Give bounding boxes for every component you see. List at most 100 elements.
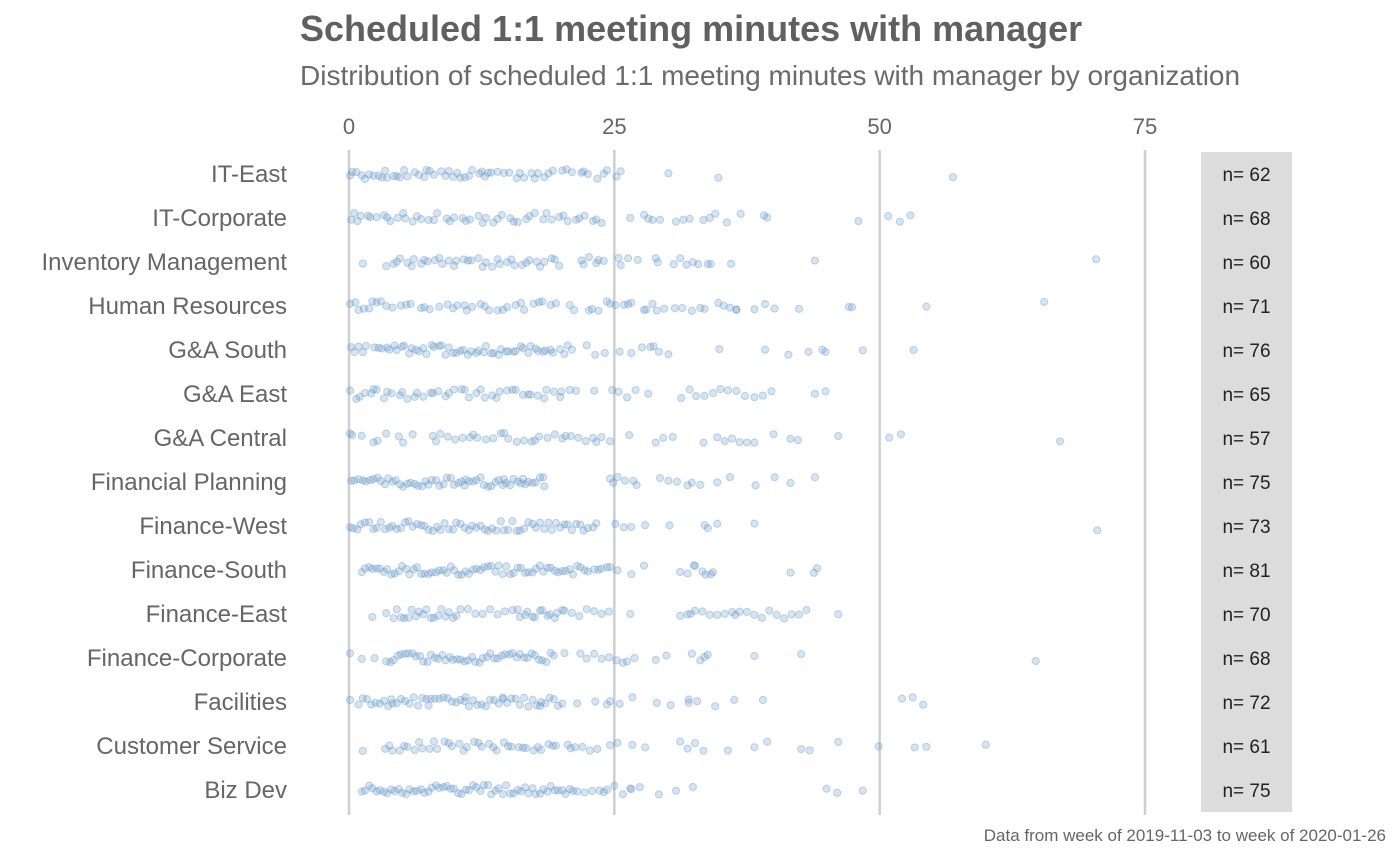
data-point: [489, 348, 498, 358]
data-point: [473, 433, 482, 442]
data-point: [439, 566, 448, 575]
data-point: [376, 476, 385, 486]
data-point: [550, 786, 559, 795]
data-point: [664, 350, 673, 359]
data-point: [686, 609, 695, 618]
data-point: [665, 521, 674, 530]
data-point: [357, 568, 366, 577]
data-point: [804, 347, 813, 356]
data-point: [520, 524, 529, 533]
data-point: [452, 611, 461, 620]
data-point: [579, 526, 588, 535]
data-point: [424, 787, 433, 796]
data-point: [559, 211, 568, 220]
data-point: [750, 393, 759, 402]
data-point: [720, 437, 729, 446]
data-point: [723, 746, 732, 755]
data-point: [1040, 297, 1049, 306]
data-point: [431, 781, 441, 790]
data-point: [532, 701, 541, 710]
data-point: [418, 694, 427, 703]
data-point: [552, 608, 562, 618]
data-point: [579, 167, 588, 176]
data-point: [483, 168, 493, 177]
data-point: [427, 783, 436, 792]
data-point: [699, 215, 708, 225]
category-label: Inventory Management: [42, 249, 288, 276]
data-point: [522, 258, 531, 267]
data-point: [357, 654, 366, 663]
data-point: [442, 214, 451, 223]
data-point: [750, 305, 759, 314]
data-point: [469, 565, 478, 574]
data-point: [784, 350, 793, 359]
data-point: [818, 345, 827, 354]
data-point: [477, 167, 486, 176]
data-point: [432, 209, 442, 218]
data-point: [438, 650, 447, 660]
data-point: [478, 654, 487, 663]
data-point: [444, 525, 453, 534]
data-point: [360, 564, 370, 573]
data-point: [555, 261, 564, 270]
data-point: [641, 743, 650, 752]
data-point: [493, 306, 502, 315]
data-point: [409, 565, 418, 574]
data-point: [769, 430, 778, 439]
data-point: [575, 612, 584, 621]
data-point: [401, 214, 410, 223]
data-point: [517, 260, 527, 270]
data-point: [437, 605, 446, 614]
data-point: [354, 475, 363, 484]
data-point: [732, 305, 741, 314]
data-point: [549, 695, 558, 704]
data-point: [597, 609, 606, 618]
data-point: [760, 299, 770, 309]
data-point: [676, 254, 685, 263]
data-point: [382, 657, 391, 666]
data-point: [576, 649, 585, 658]
data-point: [518, 390, 528, 400]
data-point: [476, 473, 485, 482]
data-point: [810, 389, 820, 398]
data-point: [642, 305, 651, 314]
data-point: [499, 168, 509, 178]
data-point: [499, 738, 509, 747]
data-point: [906, 211, 915, 220]
data-point: [720, 609, 729, 618]
data-point: [468, 302, 477, 312]
data-point: [662, 651, 671, 660]
data-point: [498, 790, 507, 799]
data-point: [419, 657, 428, 666]
x-tick-label: 25: [602, 114, 626, 139]
data-point: [445, 217, 454, 226]
x-tick-label: 0: [343, 114, 355, 139]
data-point: [414, 170, 424, 179]
data-point: [896, 430, 905, 439]
data-point: [498, 693, 507, 702]
data-point: [441, 171, 450, 181]
data-point: [383, 173, 392, 182]
data-point: [428, 431, 437, 441]
data-point: [473, 700, 482, 709]
data-point: [696, 303, 705, 313]
data-point: [494, 561, 503, 570]
data-point: [540, 524, 549, 533]
data-point: [463, 656, 472, 665]
data-point: [708, 568, 718, 577]
data-point: [452, 518, 461, 527]
data-point: [509, 347, 518, 356]
data-point: [386, 216, 395, 226]
data-point: [513, 217, 522, 227]
data-point: [369, 525, 378, 534]
data-point: [387, 389, 396, 398]
data-point: [786, 568, 795, 577]
data-point: [584, 252, 593, 262]
data-point: [480, 172, 489, 181]
data-point: [609, 478, 618, 487]
data-point: [394, 567, 403, 576]
category-label: Finance-East: [146, 601, 288, 628]
data-point: [523, 653, 532, 662]
data-point: [541, 346, 550, 355]
data-point: [431, 476, 441, 485]
